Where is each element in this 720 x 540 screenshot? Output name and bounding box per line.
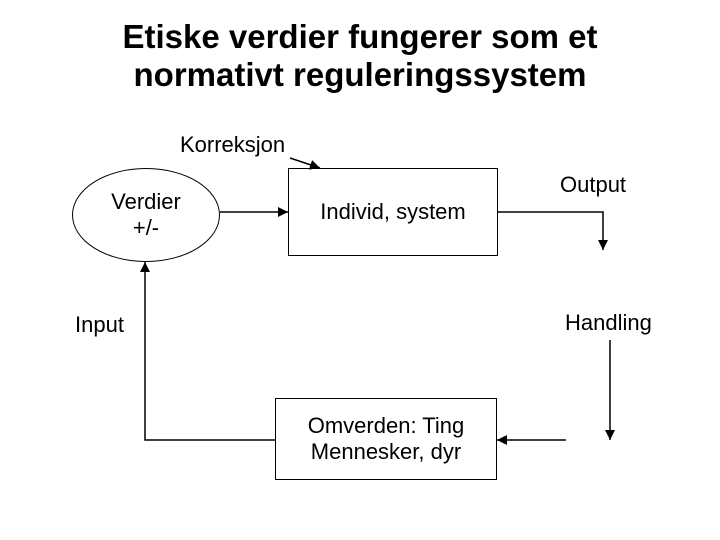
- title-line1: Etiske verdier fungerer som et: [0, 18, 720, 56]
- korreksjon-to-individ: [290, 158, 320, 168]
- node-verdier-text: Verdier+/-: [111, 189, 181, 241]
- label-input: Input: [75, 312, 124, 338]
- individ-to-output: [498, 212, 603, 250]
- label-handling: Handling: [565, 310, 652, 336]
- omverden-to-verdier: [145, 262, 275, 440]
- label-korreksjon: Korreksjon: [180, 132, 285, 158]
- node-verdier: Verdier+/-: [72, 168, 220, 262]
- title-line2: normativt reguleringssystem: [0, 56, 720, 94]
- diagram-stage: Etiske verdier fungerer som et normativt…: [0, 0, 720, 540]
- node-individ: Individ, system: [288, 168, 498, 256]
- node-omverden: Omverden: TingMennesker, dyr: [275, 398, 497, 480]
- node-omverden-text: Omverden: TingMennesker, dyr: [308, 413, 465, 465]
- node-individ-text: Individ, system: [320, 199, 466, 225]
- label-output: Output: [560, 172, 626, 198]
